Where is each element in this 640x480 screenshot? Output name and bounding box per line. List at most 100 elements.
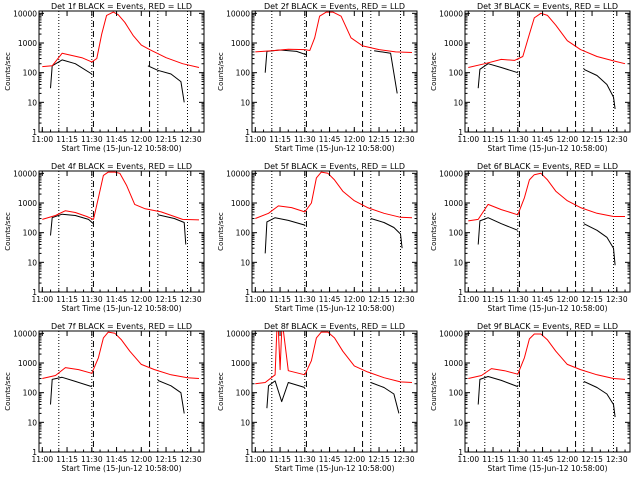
y-tick-label: 100 xyxy=(23,69,38,78)
x-tick-label: 11:00 xyxy=(457,295,479,304)
x-tick-label: 12:15 xyxy=(155,455,177,464)
lld-series-line xyxy=(468,12,626,68)
y-tick-label: 100 xyxy=(449,229,464,238)
x-tick-label: 11:15 xyxy=(269,295,291,304)
y-tick-label: 10 xyxy=(240,98,250,107)
y-axis-label: Counts/sec xyxy=(217,212,225,251)
x-tick-label: 12:15 xyxy=(155,295,177,304)
x-tick-label: 11:30 xyxy=(507,135,529,144)
detector-plot: Det 3f BLACK = Events, RED = LLD 1 10 100 10… xyxy=(430,2,631,153)
x-axis-label: Start Time (15-Jun-12 10:58:00) xyxy=(275,144,395,153)
y-tick-label: 100 xyxy=(449,389,464,398)
y-tick-label: 10 xyxy=(27,98,37,107)
x-tick-label: 12:00 xyxy=(130,135,152,144)
x-tick-label: 11:15 xyxy=(56,135,78,144)
y-tick-label: 10 xyxy=(453,258,463,267)
y-tick-label: 100 xyxy=(23,229,38,238)
x-tick-label: 11:00 xyxy=(31,135,53,144)
x-tick-label: 11:00 xyxy=(244,135,266,144)
x-tick-label: 11:45 xyxy=(532,455,554,464)
y-axis-label: Counts/sec xyxy=(217,372,225,411)
x-tick-label: 12:30 xyxy=(393,455,415,464)
x-tick-label: 11:15 xyxy=(482,455,504,464)
y-axis-label: Counts/sec xyxy=(430,212,438,251)
x-tick-label: 12:00 xyxy=(556,455,578,464)
plot-frame xyxy=(251,10,418,133)
plot-title: Det 3f BLACK = Events, RED = LLD xyxy=(477,2,618,11)
x-tick-label: 12:30 xyxy=(606,455,628,464)
plot-title: Det 4f BLACK = Events, RED = LLD xyxy=(51,162,192,171)
plot-frame xyxy=(251,170,418,293)
detector-plot: Det 7f BLACK = Events, RED = LLD 1 10 100 10… xyxy=(4,322,205,473)
x-tick-label: 12:15 xyxy=(155,135,177,144)
x-tick-label: 12:30 xyxy=(180,295,202,304)
x-tick-label: 12:15 xyxy=(368,455,390,464)
y-tick-label: 10000 xyxy=(226,9,250,18)
x-tick-label: 12:15 xyxy=(581,295,603,304)
plot-title: Det 6f BLACK = Events, RED = LLD xyxy=(477,162,618,171)
detector-plot: Det 2f BLACK = Events, RED = LLD 1 10 100 10… xyxy=(217,2,418,153)
detector-plot: Det 4f BLACK = Events, RED = LLD 1 10 100 10… xyxy=(4,162,205,313)
y-tick-label: 10000 xyxy=(439,9,463,18)
x-tick-label: 12:30 xyxy=(180,135,202,144)
x-tick-label: 12:00 xyxy=(343,455,365,464)
x-tick-label: 11:45 xyxy=(106,295,128,304)
x-tick-label: 12:00 xyxy=(556,295,578,304)
lld-series-line xyxy=(42,331,200,379)
plot-frame xyxy=(464,10,631,133)
x-tick-label: 11:00 xyxy=(244,295,266,304)
detector-plot: Det 8f BLACK = Events, RED = LLD 1 10 100 10… xyxy=(217,322,418,473)
x-tick-label: 11:30 xyxy=(81,135,103,144)
events-series-line xyxy=(477,217,616,266)
x-tick-label: 11:30 xyxy=(294,455,316,464)
x-tick-label: 11:30 xyxy=(294,135,316,144)
y-tick-label: 10 xyxy=(27,258,37,267)
y-tick-label: 10000 xyxy=(439,169,463,178)
y-tick-label: 1 xyxy=(458,288,463,297)
x-tick-label: 12:15 xyxy=(581,135,603,144)
x-axis-label: Start Time (15-Jun-12 10:58:00) xyxy=(62,144,182,153)
plot-frame xyxy=(38,170,205,293)
x-tick-label: 12:00 xyxy=(130,295,152,304)
lld-series-line xyxy=(255,11,413,53)
y-tick-label: 100 xyxy=(449,69,464,78)
y-axis-label: Counts/sec xyxy=(217,52,225,91)
y-tick-label: 10000 xyxy=(439,329,463,338)
x-tick-label: 12:00 xyxy=(343,295,365,304)
plot-title: Det 5f BLACK = Events, RED = LLD xyxy=(264,162,405,171)
y-axis-label: Counts/sec xyxy=(4,372,12,411)
y-tick-label: 1000 xyxy=(231,359,250,368)
x-tick-label: 11:30 xyxy=(294,295,316,304)
x-axis-label: Start Time (15-Jun-12 10:58:00) xyxy=(275,464,395,473)
x-tick-label: 12:30 xyxy=(393,295,415,304)
x-axis-label: Start Time (15-Jun-12 10:58:00) xyxy=(488,144,608,153)
y-axis-label: Counts/sec xyxy=(4,212,12,251)
x-tick-label: 11:45 xyxy=(106,455,128,464)
detector-plot: Det 5f BLACK = Events, RED = LLD 1 10 100 10… xyxy=(217,162,418,313)
y-tick-label: 10 xyxy=(240,258,250,267)
x-tick-label: 12:00 xyxy=(343,135,365,144)
y-tick-label: 10000 xyxy=(226,169,250,178)
x-tick-label: 11:15 xyxy=(269,455,291,464)
y-axis-label: Counts/sec xyxy=(4,52,12,91)
y-tick-label: 100 xyxy=(23,389,38,398)
events-series-line xyxy=(477,376,616,418)
x-tick-label: 11:00 xyxy=(244,455,266,464)
plot-title: Det 7f BLACK = Events, RED = LLD xyxy=(51,322,192,331)
y-tick-label: 1 xyxy=(32,448,37,457)
x-tick-label: 11:15 xyxy=(482,135,504,144)
events-series-line xyxy=(266,380,400,414)
plot-frame xyxy=(464,170,631,293)
lld-series-line xyxy=(42,171,200,221)
x-tick-label: 11:45 xyxy=(532,135,554,144)
x-tick-label: 11:15 xyxy=(56,455,78,464)
x-tick-label: 11:45 xyxy=(319,455,341,464)
y-tick-label: 1 xyxy=(245,128,250,137)
y-tick-label: 1 xyxy=(458,448,463,457)
events-series-line xyxy=(50,59,185,103)
x-axis-label: Start Time (15-Jun-12 10:58:00) xyxy=(275,304,395,313)
x-tick-label: 11:15 xyxy=(269,135,291,144)
lld-series-line xyxy=(255,171,413,219)
x-axis-label: Start Time (15-Jun-12 10:58:00) xyxy=(488,304,608,313)
detector-plot: Det 1f BLACK = Events, RED = LLD 1 10 100 10… xyxy=(4,2,205,153)
